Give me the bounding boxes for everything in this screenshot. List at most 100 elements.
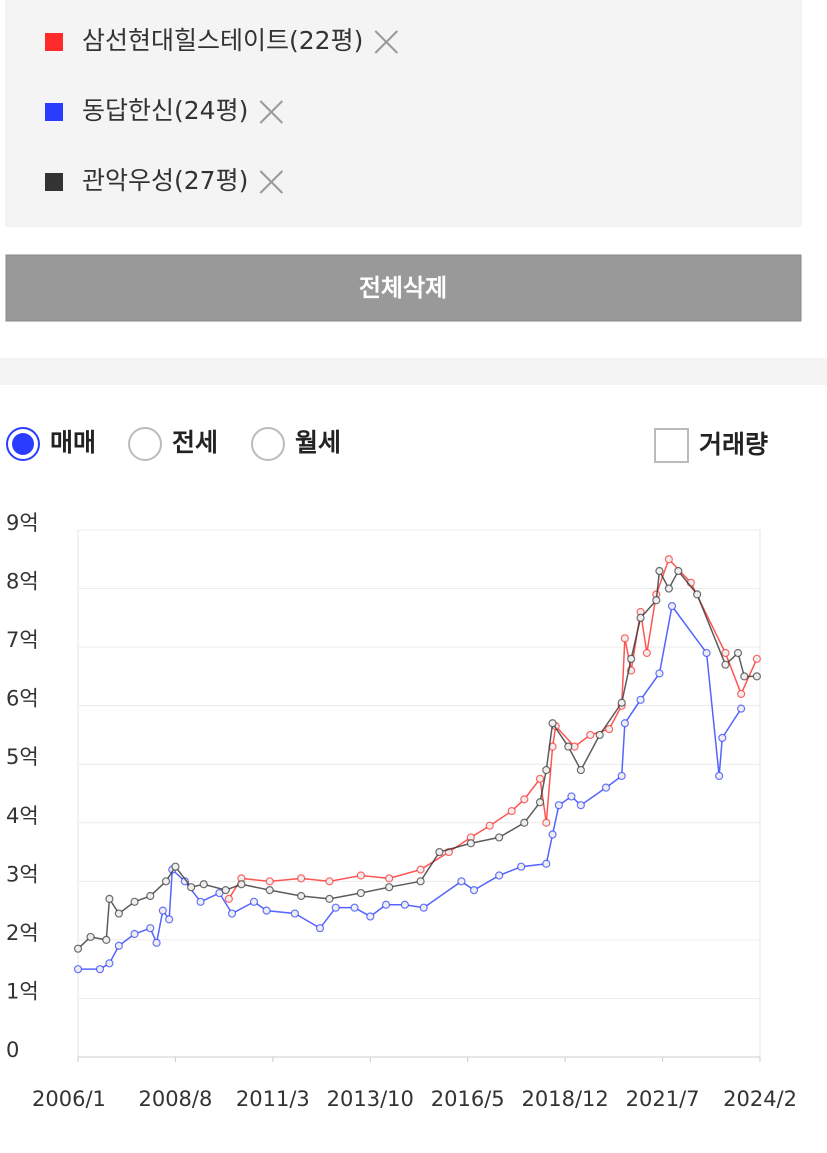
data-point: [542, 765, 551, 775]
y-tick-label: 8억: [6, 570, 39, 594]
radio-label[interactable]: 월세: [295, 428, 341, 457]
legend-swatch: [45, 173, 63, 191]
radio[interactable]: [128, 427, 162, 461]
data-point: [114, 941, 123, 950]
data-point: [249, 897, 259, 906]
data-point: [416, 865, 425, 874]
chart: 0 1억 2억 3억 4억 5억 6억 7억 8억 9억 2006/1 2008/8 2011/3 201…: [6, 511, 797, 1111]
data-point: [73, 965, 83, 974]
data-point: [356, 888, 365, 898]
data-point: [86, 932, 95, 942]
data-point: [721, 648, 730, 658]
data-point: [517, 862, 526, 871]
data-point: [325, 894, 334, 904]
legend-swatch: [45, 103, 63, 121]
button-label[interactable]: 전체삭제: [359, 274, 447, 302]
data-point: [237, 880, 246, 889]
checkbox[interactable]: [654, 428, 689, 463]
data-point: [655, 669, 664, 678]
data-point: [105, 959, 114, 968]
data-point: [620, 719, 629, 728]
data-point: [721, 660, 730, 669]
remove-icon[interactable]: [259, 170, 284, 194]
data-point: [636, 695, 645, 704]
data-point: [674, 566, 683, 576]
data-point: [733, 648, 743, 658]
divider: [0, 358, 827, 385]
data-point: [542, 859, 551, 868]
data-point: [114, 909, 123, 918]
data-point: [187, 883, 196, 892]
data-point: [95, 965, 105, 974]
data-point: [664, 584, 673, 593]
data-point: [356, 871, 365, 880]
selected-list: 삼선현대힐스테이트(22평) 동답한신(24평) 관악우성(27평): [45, 26, 399, 195]
data-point: [601, 783, 611, 792]
data-point: [627, 654, 636, 663]
radio-dot: [12, 433, 34, 455]
data-point: [105, 894, 114, 904]
data-point: [752, 672, 761, 681]
selected-panel: [5, 0, 802, 227]
data-point: [165, 915, 174, 924]
radio-wolse[interactable]: 월세: [251, 427, 341, 461]
data-point: [419, 903, 428, 912]
data-point: [548, 719, 557, 728]
data-point: [325, 877, 334, 886]
data-point: [652, 596, 661, 605]
data-point: [457, 877, 466, 886]
radio-label[interactable]: 매매: [50, 428, 96, 457]
legend-swatch: [45, 33, 63, 51]
radio[interactable]: [251, 427, 285, 461]
data-point: [617, 698, 626, 707]
y-tick-label: 2억: [6, 921, 39, 945]
data-point: [495, 871, 504, 880]
data-point: [564, 742, 573, 751]
data-point: [495, 833, 504, 842]
radio-label[interactable]: 전세: [172, 428, 218, 457]
y-tick-label: 3억: [6, 862, 39, 886]
remove-button[interactable]: [259, 170, 284, 194]
data-point: [466, 839, 475, 848]
x-tick-label: 2024/2: [723, 1087, 797, 1111]
remove-icon[interactable]: [259, 100, 284, 124]
remove-button[interactable]: [259, 100, 284, 124]
legend-label: 관악우성(27평): [82, 166, 248, 195]
button-bg[interactable]: [5, 254, 802, 322]
checkbox-label[interactable]: 거래량: [699, 430, 768, 459]
data-point: [146, 924, 155, 933]
x-tick-label: 2021/7: [626, 1087, 700, 1111]
data-point: [737, 704, 746, 713]
data-point: [548, 830, 557, 839]
data-point: [381, 900, 391, 909]
radio-jeonse[interactable]: 전세: [128, 427, 218, 461]
data-point: [152, 938, 161, 947]
data-point: [620, 634, 629, 643]
data-point: [265, 886, 274, 895]
data-point: [605, 724, 614, 734]
remove-icon[interactable]: [374, 30, 399, 54]
data-point: [196, 897, 205, 906]
data-point: [664, 555, 673, 564]
data-point: [469, 886, 479, 895]
data-point: [262, 906, 271, 915]
data-point: [520, 795, 529, 804]
data-point: [636, 613, 645, 622]
x-tick-label: 2013/10: [327, 1087, 414, 1111]
data-point: [315, 924, 325, 933]
legend-label: 삼선현대힐스테이트(22평): [82, 26, 363, 55]
data-point: [400, 900, 409, 909]
x-tick-label: 2008/8: [138, 1087, 212, 1111]
x-tick-label: 2006/1: [32, 1087, 106, 1111]
volume-checkbox[interactable]: 거래량: [654, 428, 768, 463]
data-point: [576, 765, 585, 775]
data-point: [655, 566, 664, 576]
remove-button[interactable]: [374, 30, 399, 54]
radio-trade[interactable]: 매매: [6, 427, 96, 461]
data-point: [385, 874, 394, 883]
data-point: [554, 801, 563, 810]
data-point: [221, 886, 230, 895]
data-point: [702, 648, 711, 658]
delete-all-button[interactable]: 전체삭제: [5, 254, 802, 322]
legend-label: 동답한신(24평): [82, 96, 248, 125]
